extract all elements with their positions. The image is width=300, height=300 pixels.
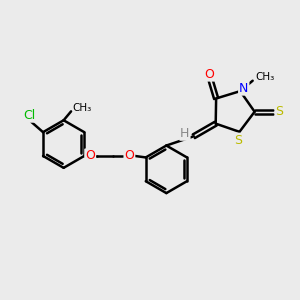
- Text: N: N: [239, 82, 248, 95]
- Text: S: S: [276, 105, 283, 118]
- Text: S: S: [234, 134, 242, 147]
- Text: CH₃: CH₃: [73, 103, 92, 113]
- Text: O: O: [204, 68, 214, 81]
- Text: Cl: Cl: [23, 109, 36, 122]
- Text: CH₃: CH₃: [256, 72, 275, 82]
- Text: H: H: [180, 127, 190, 140]
- Text: O: O: [85, 149, 95, 162]
- Text: O: O: [124, 149, 134, 162]
